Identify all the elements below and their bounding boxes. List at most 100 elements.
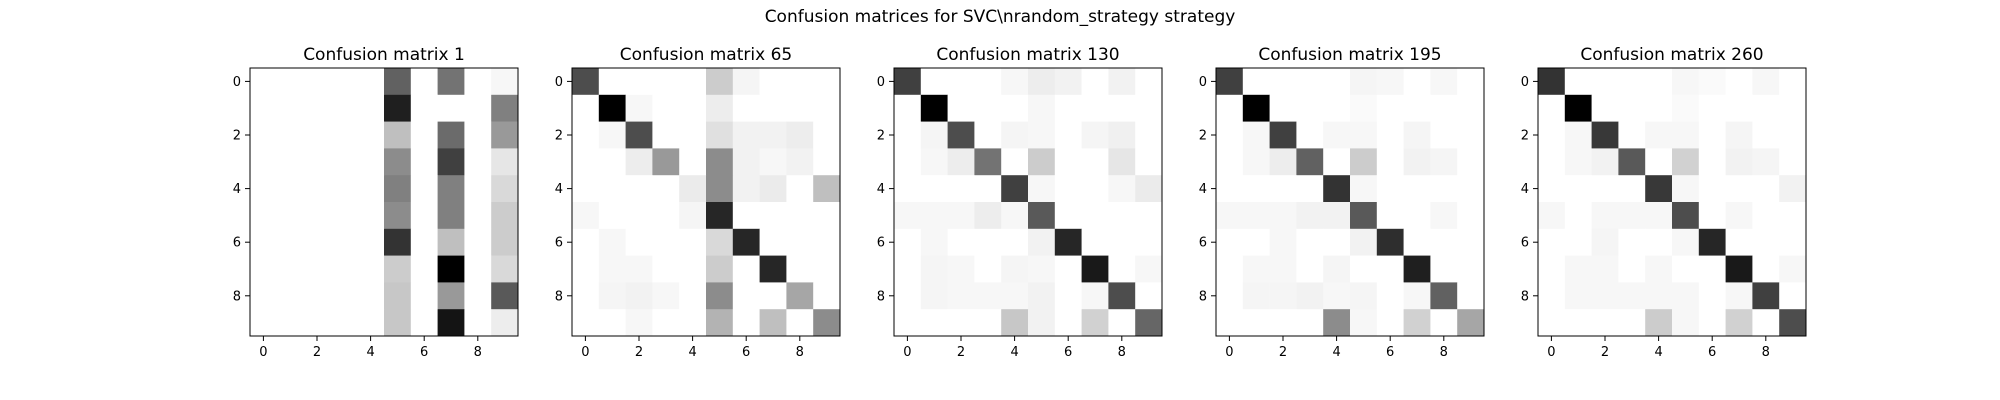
heatmap-cell (303, 282, 331, 310)
heatmap-cell (1591, 68, 1619, 96)
heatmap-cell (1216, 282, 1244, 310)
heatmap-cell (572, 202, 600, 230)
heatmap-cell (384, 94, 412, 122)
heatmap-cell (598, 255, 626, 283)
heatmap-cell (732, 309, 760, 337)
heatmap-cell (974, 175, 1002, 203)
heatmap-cell (1430, 228, 1458, 256)
heatmap-cell (1028, 68, 1056, 96)
heatmap-cell (1430, 121, 1458, 149)
heatmap-cell (1672, 94, 1700, 122)
heatmap-cell (598, 148, 626, 176)
heatmap-cell (410, 148, 438, 176)
heatmap-cell (250, 228, 278, 256)
heatmap-cell (572, 175, 600, 203)
heatmap-frame (1215, 67, 1485, 337)
y-tick-label: 2 (1199, 129, 1207, 144)
heatmap-cell (974, 148, 1002, 176)
heatmap-cell (464, 94, 492, 122)
heatmap-cell (652, 175, 680, 203)
heatmap-cell (920, 282, 948, 310)
heatmap-cell (1430, 309, 1458, 337)
heatmap-cell (1296, 255, 1324, 283)
heatmap-cell (625, 309, 653, 337)
x-tick-label: 0 (903, 345, 911, 360)
heatmap-cell (1323, 175, 1351, 203)
heatmap-cell (598, 121, 626, 149)
heatmap-cell (1698, 228, 1726, 256)
heatmap-cell (384, 309, 412, 337)
heatmap-cell (384, 228, 412, 256)
heatmap-cell (813, 228, 841, 256)
heatmap-cell (1538, 121, 1566, 149)
heatmap-cell (1591, 148, 1619, 176)
heatmap-cell (1591, 121, 1619, 149)
heatmap-cell (1403, 94, 1431, 122)
heatmap-cell (947, 148, 975, 176)
heatmap-cell (1001, 202, 1029, 230)
heatmap-cell (491, 255, 519, 283)
heatmap-cell (1135, 121, 1163, 149)
heatmap-cell (1430, 202, 1458, 230)
y-tick-label: 8 (233, 289, 241, 304)
heatmap-cell (491, 175, 519, 203)
heatmap-cell (759, 94, 787, 122)
heatmap-cell (1591, 175, 1619, 203)
heatmap-cell (1081, 121, 1109, 149)
heatmap-cell (1430, 282, 1458, 310)
heatmap-cell (1216, 309, 1244, 337)
x-tick-label: 2 (313, 345, 321, 360)
heatmap-cell (1591, 282, 1619, 310)
heatmap-cell (1618, 121, 1646, 149)
heatmap-cell (920, 228, 948, 256)
heatmap-cell (759, 121, 787, 149)
heatmap-frame (571, 67, 841, 337)
heatmap-cell (813, 282, 841, 310)
heatmap-cell (303, 68, 331, 96)
x-tick-label: 4 (1010, 345, 1018, 360)
heatmap-cell (1403, 148, 1431, 176)
heatmap-cell (813, 202, 841, 230)
heatmap-cell (1376, 282, 1404, 310)
heatmap-cell (1108, 68, 1136, 96)
heatmap-cell (706, 255, 734, 283)
heatmap-cell (1645, 175, 1673, 203)
heatmap-cell (1403, 202, 1431, 230)
heatmap-cell (1752, 255, 1780, 283)
heatmap-cell (1538, 175, 1566, 203)
heatmap-cell (330, 282, 358, 310)
heatmap-cell (357, 255, 385, 283)
heatmap-cell (947, 121, 975, 149)
heatmap-cell (276, 175, 304, 203)
heatmap-cell (1296, 121, 1324, 149)
heatmap-cell (786, 68, 814, 96)
heatmap-cell (357, 121, 385, 149)
heatmap-cell (572, 148, 600, 176)
heatmap-cell (1618, 228, 1646, 256)
heatmap-cell (276, 309, 304, 337)
heatmap-cell (1538, 228, 1566, 256)
heatmap-cell (330, 228, 358, 256)
heatmap-cell (384, 148, 412, 176)
heatmap-cell (1564, 309, 1592, 337)
heatmap-cell (330, 121, 358, 149)
x-tick-label: 0 (581, 345, 589, 360)
heatmap-cell (1323, 228, 1351, 256)
heatmap-cell (1779, 255, 1807, 283)
heatmap-cell (1323, 202, 1351, 230)
heatmap-cell (1108, 255, 1136, 283)
heatmap-cell (625, 121, 653, 149)
heatmap-cell (1269, 68, 1297, 96)
heatmap-cell (1081, 148, 1109, 176)
heatmap-cell (1001, 121, 1029, 149)
heatmap-cell (1216, 175, 1244, 203)
heatmap-cell (1001, 228, 1029, 256)
heatmap-cell (974, 309, 1002, 337)
heatmap-cell (1430, 255, 1458, 283)
heatmap-cell (250, 68, 278, 96)
heatmap-cell (1296, 202, 1324, 230)
heatmap-cell (598, 228, 626, 256)
heatmap-cell (732, 121, 760, 149)
y-tick-label: 8 (877, 289, 885, 304)
heatmap-cell (679, 68, 707, 96)
